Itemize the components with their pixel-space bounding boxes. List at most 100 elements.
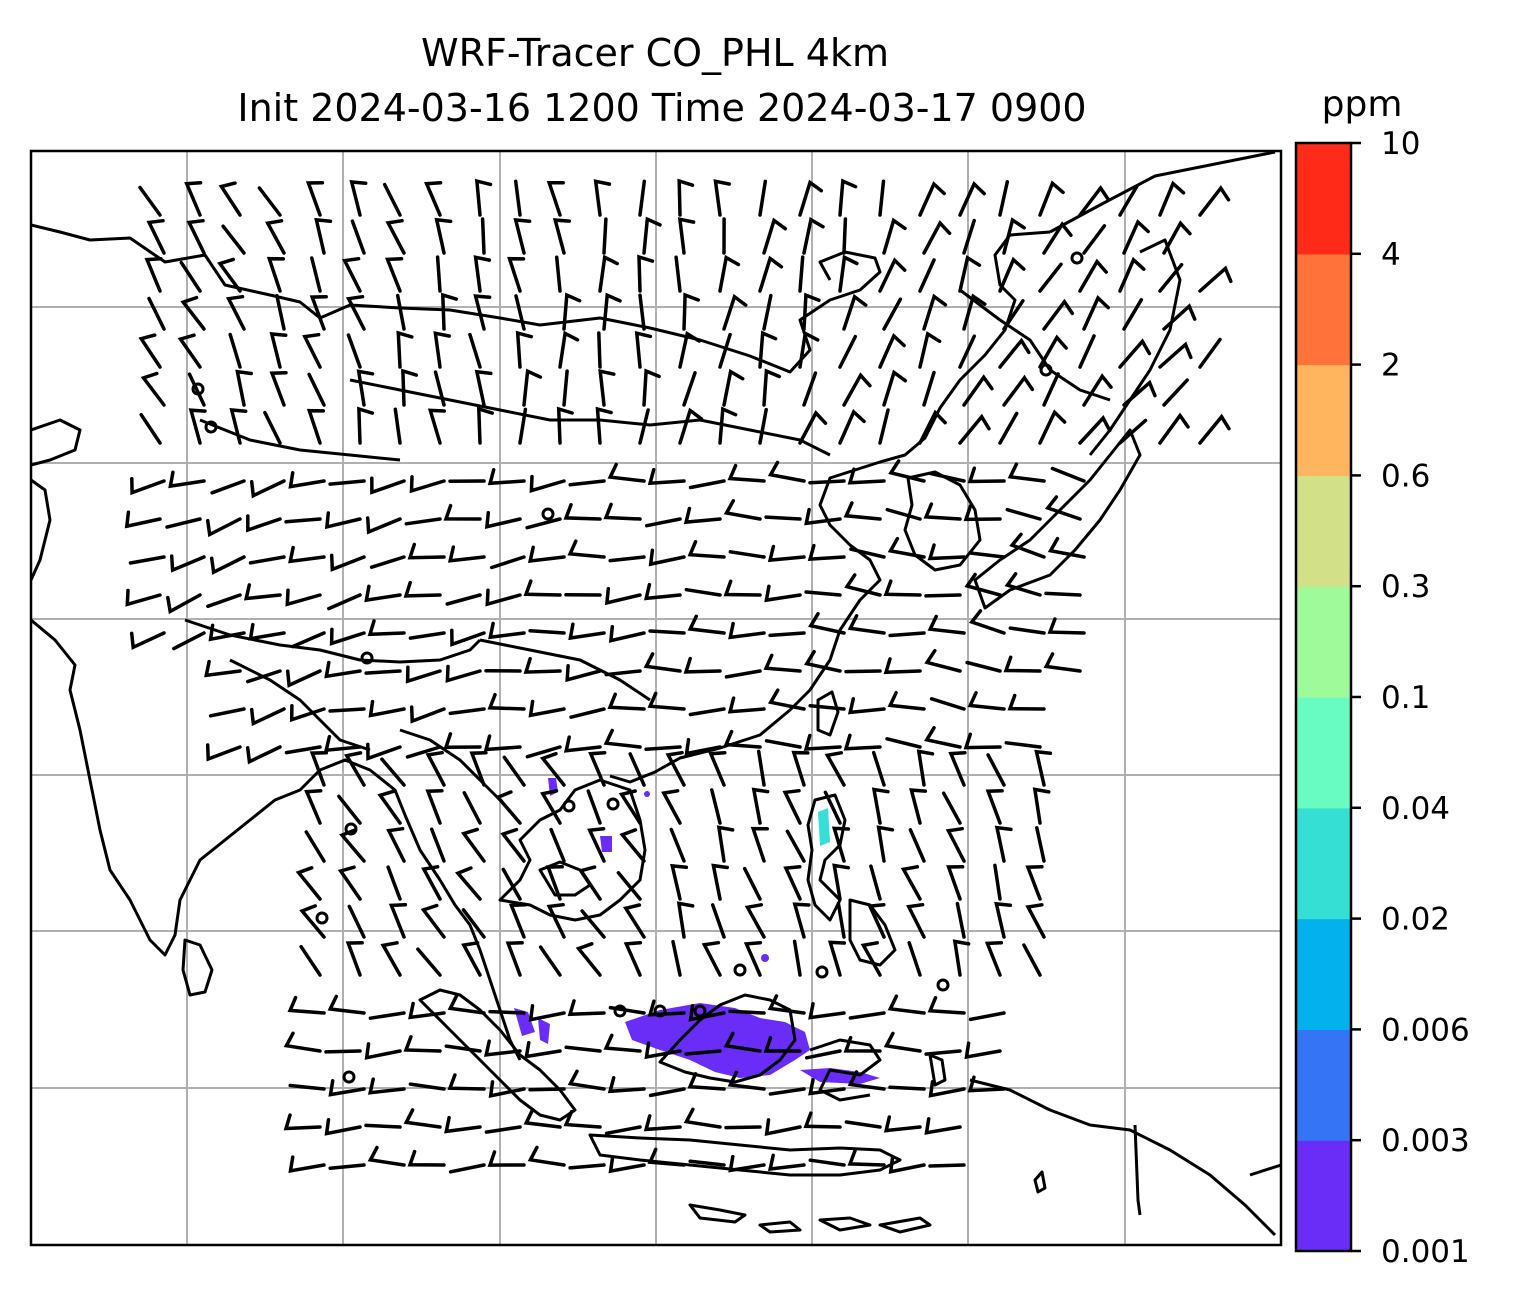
small-island-coast — [818, 1216, 872, 1232]
wind-barb — [329, 627, 366, 646]
wind-barb — [435, 255, 442, 293]
wind-barb — [291, 631, 326, 649]
wind-barb — [722, 293, 748, 331]
wind-barb — [558, 330, 580, 369]
wind-barb — [888, 1085, 926, 1091]
wind-barb — [443, 503, 482, 521]
wind-barb — [847, 467, 886, 485]
wind-barb — [602, 292, 622, 331]
wind-barb — [764, 515, 802, 521]
wind-barb — [324, 1049, 362, 1054]
wind-barb — [598, 254, 619, 293]
wind-barb — [687, 540, 726, 559]
wind-barb — [1047, 617, 1086, 635]
wind-barb — [169, 554, 206, 573]
wind-barb — [288, 471, 326, 489]
wind-barb — [328, 479, 366, 486]
wind-barb — [578, 865, 602, 901]
wind-barb — [1007, 462, 1046, 483]
wind-barb — [643, 652, 682, 673]
wind-barb — [489, 555, 526, 570]
wind-barb — [328, 707, 366, 713]
wind-barb — [1162, 220, 1192, 255]
wind-barb — [488, 1009, 526, 1015]
wind-barb — [138, 185, 162, 217]
wind-barb — [684, 587, 722, 597]
calm-wind-marker — [191, 382, 205, 396]
calm-wind-marker — [613, 1004, 627, 1018]
wind-barb — [485, 588, 522, 607]
wind-barb — [217, 257, 242, 293]
wind-barb — [843, 1035, 882, 1053]
wind-barb — [380, 757, 406, 787]
wind-barb — [847, 614, 886, 635]
burma-coast — [319, 758, 522, 1061]
wind-barb — [824, 751, 846, 787]
wind-barb — [204, 659, 242, 678]
sumatra-coast — [418, 988, 577, 1122]
wind-barb — [1078, 258, 1108, 293]
wind-barb — [762, 368, 782, 407]
calm-wind-marker — [315, 911, 329, 925]
wind-barb — [608, 624, 646, 643]
wind-barb — [785, 829, 806, 863]
colorbar-tick-label: 10 — [1381, 126, 1420, 162]
colorbar-ticks: 0.001 0.003 0.006 0.02 0.04 0.1 0.3 0.6 2 4 10 — [1351, 126, 1470, 1270]
wind-barb — [927, 543, 966, 561]
wind-barb — [684, 737, 722, 756]
wind-barb — [299, 944, 322, 977]
colorbar: ppm 0.001 0.003 0.006 0.02 0.04 0.1 0.3 0.6 2 4 10 — [1294, 84, 1470, 1270]
wind-barb — [1198, 185, 1231, 217]
wind-barb — [648, 548, 686, 567]
small-island-coast — [758, 1220, 802, 1234]
wind-barb — [364, 1042, 402, 1060]
wind-barb — [927, 614, 966, 635]
wind-barb — [871, 787, 890, 825]
colorbar-tick-label: 4 — [1381, 237, 1401, 273]
wind-barb — [483, 1039, 522, 1057]
wind-barb — [728, 1154, 766, 1173]
wind-barb — [1118, 338, 1152, 369]
wind-barb — [916, 749, 935, 787]
wind-barb — [831, 826, 851, 863]
wind-barb — [528, 629, 566, 635]
wind-barb — [460, 827, 486, 863]
wind-barb — [527, 1145, 566, 1167]
wind-barb — [480, 217, 486, 255]
wind-barb — [587, 826, 606, 863]
wind-barb — [677, 178, 695, 217]
wind-barb — [618, 789, 642, 825]
wind-barb — [1082, 224, 1107, 255]
wind-barb — [907, 941, 922, 977]
calm-wind-marker — [606, 797, 620, 811]
wind-barb — [782, 788, 802, 825]
wind-barb — [404, 517, 442, 526]
tracer-patch — [514, 1008, 535, 1036]
wind-barb — [883, 579, 922, 597]
wind-barb — [638, 408, 650, 445]
wind-barb — [346, 333, 362, 369]
wind-barb — [487, 468, 526, 486]
wind-barb — [473, 255, 492, 293]
wind-barb — [563, 503, 602, 521]
wind-barb — [285, 588, 322, 607]
sri-lanka-coast — [181, 938, 214, 997]
wind-barb — [888, 631, 926, 638]
wind-barb — [844, 1120, 882, 1129]
wind-barb — [140, 371, 166, 407]
calm-wind-marker — [562, 799, 576, 813]
wind-barb — [723, 499, 762, 521]
wind-barb — [723, 729, 762, 749]
wind-barb — [883, 1031, 922, 1053]
wind-barb — [644, 745, 682, 752]
wind-barb — [964, 572, 1002, 597]
wind-barb — [842, 217, 848, 255]
wind-barb — [876, 825, 895, 863]
wind-barb — [218, 181, 242, 217]
colorbar-unit-label: ppm — [1322, 84, 1403, 125]
wind-barb — [607, 462, 646, 483]
wind-barb — [484, 510, 522, 529]
wind-barb — [727, 463, 766, 483]
wind-barb — [682, 292, 700, 331]
colorbar-tick-label: 0.04 — [1381, 791, 1450, 827]
